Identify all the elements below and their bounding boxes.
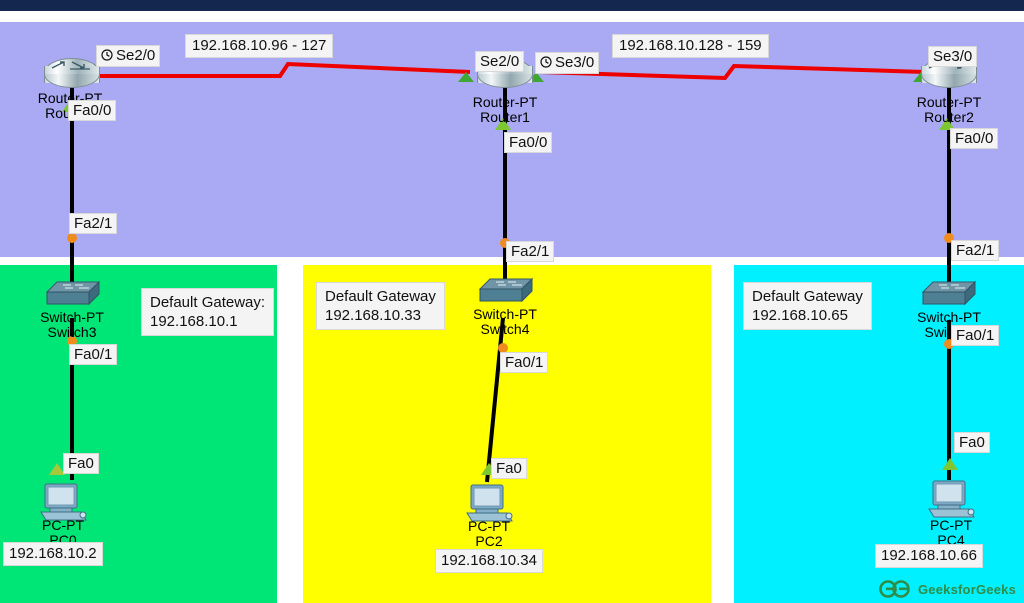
subnet-label-right: 192.168.10.128 - 159	[612, 34, 769, 58]
router-router0-icon[interactable]	[44, 58, 100, 88]
top-bar	[0, 0, 1024, 11]
router2-ethernet-interface-label: Fa0/0	[950, 128, 999, 149]
router1-serial-right-interface-text: Se3/0	[555, 54, 595, 71]
switch-switch3-name: Switch3	[47, 324, 97, 340]
switch-switch3-type: Switch-PT	[40, 309, 104, 325]
router-router2-type: Router-PT	[916, 94, 982, 110]
pc-pc4-name: PC4	[937, 532, 965, 548]
geeksforgeeks-logo-icon	[879, 580, 910, 598]
router0-serial-interface-text: Se2/0	[116, 47, 156, 64]
router0-serial-interface-label: Se2/0	[96, 45, 161, 67]
router-router1-name: Router1	[480, 109, 530, 125]
watermark-text: GeeksforGeeks	[918, 581, 1016, 597]
router1-lan-interface-label: Fa2/1	[506, 241, 555, 262]
router-router2-name: Router2	[924, 109, 974, 125]
switch-glyph-icon	[921, 280, 977, 306]
router2-lan-interface-label: Fa2/1	[951, 240, 1000, 261]
switch5-uplink-interface-label: Fa0/1	[951, 325, 1000, 346]
switch-switch4-type: Switch-PT	[473, 306, 537, 322]
pc4-ip-label: 192.168.10.66	[875, 544, 983, 568]
switch3-uplink-interface-label: Fa0/1	[69, 344, 118, 365]
pc-pc2-type: PC-PT	[468, 518, 510, 534]
router1-serial-right-interface-label: Se3/0	[535, 52, 600, 74]
switch-glyph-icon	[45, 280, 101, 306]
pc-pc2-name: PC2	[475, 533, 503, 549]
switch4-uplink-interface-label: Fa0/1	[500, 352, 549, 373]
router0-ethernet-interface-label: Fa0/0	[68, 100, 117, 121]
clock-icon	[101, 48, 113, 65]
gateway-label-cyan: Default Gateway 192.168.10.65	[743, 282, 872, 330]
pc4-interface-label: Fa0	[954, 432, 990, 453]
pc-pc4-type: PC-PT	[930, 517, 972, 533]
pc-pc2-icon[interactable]	[462, 483, 516, 527]
pc2-ip-label: 192.168.10.34	[435, 549, 543, 573]
pc-pc4-icon[interactable]	[924, 479, 978, 523]
switch-switch4-icon[interactable]	[478, 277, 534, 305]
pc-glyph-icon	[466, 484, 513, 522]
pc-glyph-icon	[40, 483, 87, 521]
gateway-label-green: Default Gateway: 192.168.10.1	[141, 288, 275, 336]
clock-icon	[540, 55, 552, 72]
router1-ethernet-interface-label: Fa0/0	[504, 132, 553, 153]
router0-lan-interface-label: Fa2/1	[69, 213, 118, 234]
pc-pc0-icon[interactable]	[36, 482, 90, 526]
switch-switch4-name: Switch4	[480, 321, 530, 337]
gateway-label-yellow: Default Gateway 192.168.10.33	[316, 282, 445, 330]
subnet-label-left: 192.168.10.96 - 127	[185, 34, 334, 58]
switch-switch3-icon[interactable]	[45, 280, 101, 308]
router-router1-type: Router-PT	[472, 94, 538, 110]
switch-switch5-type: Switch-PT	[917, 309, 981, 325]
pc0-interface-label: Fa0	[63, 453, 99, 474]
router2-serial-interface-label: Se3/0	[928, 46, 978, 67]
pc-pc0-type: PC-PT	[42, 517, 84, 533]
router-arrows-icon	[51, 61, 90, 70]
watermark: GeeksforGeeks	[878, 579, 1016, 599]
pc0-ip-label: 192.168.10.2	[3, 542, 103, 566]
pc2-interface-label: Fa0	[491, 458, 527, 479]
switch-switch5-icon[interactable]	[921, 280, 977, 308]
pc-glyph-icon	[928, 480, 975, 518]
router1-serial-left-interface-label: Se2/0	[475, 51, 525, 72]
switch-glyph-icon	[478, 277, 534, 303]
